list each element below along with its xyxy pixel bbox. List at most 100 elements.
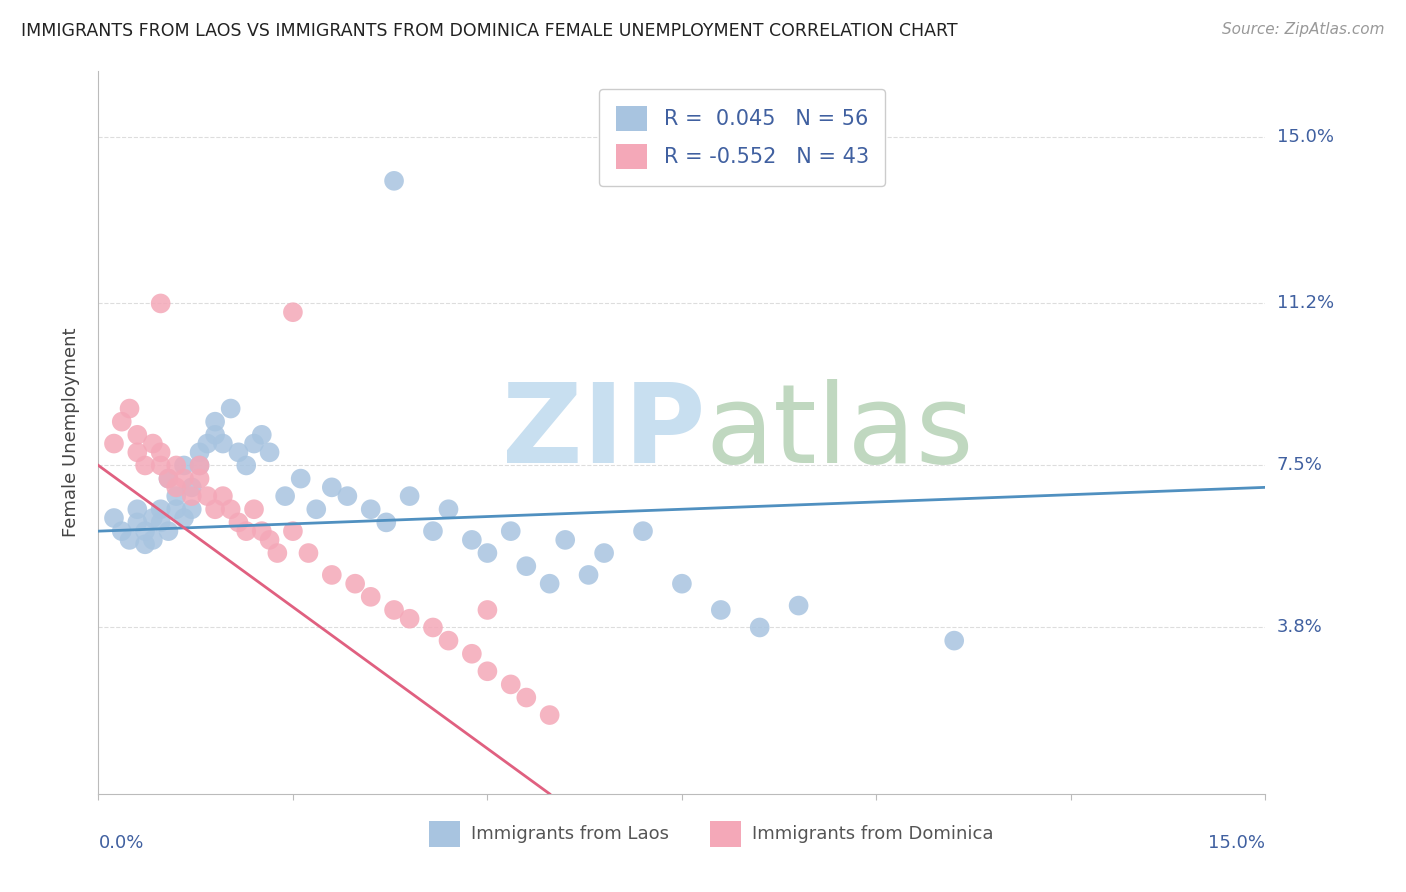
Point	[219, 502, 242, 516]
Point	[787, 599, 810, 613]
Legend: R =  0.045   N = 56, R = -0.552   N = 43: R = 0.045 N = 56, R = -0.552 N = 43	[599, 89, 886, 186]
Point	[477, 603, 499, 617]
Point	[422, 524, 444, 538]
Point	[157, 472, 180, 486]
Point	[149, 502, 172, 516]
Point	[111, 524, 134, 538]
Point	[321, 568, 343, 582]
Point	[671, 576, 693, 591]
Point	[344, 576, 367, 591]
Text: Source: ZipAtlas.com: Source: ZipAtlas.com	[1222, 22, 1385, 37]
Point	[297, 546, 319, 560]
Point	[243, 436, 266, 450]
Point	[165, 458, 187, 473]
Point	[180, 489, 202, 503]
Point	[165, 489, 187, 503]
Point	[127, 502, 149, 516]
Point	[157, 524, 180, 538]
Point	[173, 511, 195, 525]
Point	[180, 502, 202, 516]
Text: 7.5%: 7.5%	[1277, 457, 1323, 475]
Point	[250, 427, 273, 442]
Point	[243, 502, 266, 516]
Point	[274, 489, 297, 503]
Point	[259, 445, 281, 459]
Point	[360, 502, 382, 516]
Point	[195, 489, 218, 503]
Point	[398, 489, 420, 503]
Point	[382, 603, 405, 617]
Point	[212, 489, 235, 503]
Y-axis label: Female Unemployment: Female Unemployment	[62, 328, 80, 537]
Point	[461, 647, 484, 661]
Point	[188, 445, 211, 459]
Point	[134, 537, 156, 551]
Point	[212, 436, 235, 450]
Text: 11.2%: 11.2%	[1277, 294, 1334, 312]
Point	[477, 665, 499, 679]
Point	[437, 633, 460, 648]
Point	[127, 427, 149, 442]
Point	[111, 415, 134, 429]
Point	[188, 458, 211, 473]
Point	[578, 568, 600, 582]
Point	[748, 620, 770, 634]
Point	[103, 436, 125, 450]
Point	[437, 502, 460, 516]
Point	[250, 524, 273, 538]
Point	[134, 524, 156, 538]
Point	[461, 533, 484, 547]
Point	[360, 590, 382, 604]
Point	[173, 472, 195, 486]
Point	[593, 546, 616, 560]
Point	[149, 296, 172, 310]
Point	[281, 305, 304, 319]
Point	[235, 524, 257, 538]
Point	[281, 524, 304, 538]
Point	[180, 480, 202, 494]
Point	[204, 427, 226, 442]
Point	[173, 458, 195, 473]
Point	[515, 559, 537, 574]
Point	[149, 458, 172, 473]
Point	[538, 708, 561, 723]
Point	[305, 502, 328, 516]
Text: 0.0%: 0.0%	[98, 834, 143, 852]
Point	[157, 472, 180, 486]
Point	[195, 436, 218, 450]
Point	[375, 516, 398, 530]
Text: Immigrants from Dominica: Immigrants from Dominica	[752, 825, 994, 843]
Point	[235, 458, 257, 473]
Point	[165, 502, 187, 516]
Point	[943, 633, 966, 648]
Point	[710, 603, 733, 617]
Point	[422, 620, 444, 634]
Point	[219, 401, 242, 416]
Text: 3.8%: 3.8%	[1277, 618, 1322, 637]
Point	[336, 489, 359, 503]
Point	[118, 533, 141, 547]
Point	[228, 516, 250, 530]
Point	[515, 690, 537, 705]
Text: Immigrants from Laos: Immigrants from Laos	[471, 825, 669, 843]
Point	[382, 174, 405, 188]
Point	[499, 677, 522, 691]
Text: ZIP: ZIP	[502, 379, 706, 486]
Point	[127, 516, 149, 530]
Point	[118, 401, 141, 416]
Point	[259, 533, 281, 547]
Point	[127, 445, 149, 459]
Point	[204, 502, 226, 516]
Point	[188, 472, 211, 486]
Point	[290, 472, 312, 486]
Point	[554, 533, 576, 547]
Point	[188, 458, 211, 473]
Point	[142, 511, 165, 525]
Point	[266, 546, 288, 560]
Text: 15.0%: 15.0%	[1208, 834, 1265, 852]
Point	[149, 445, 172, 459]
Point	[149, 516, 172, 530]
Point	[228, 445, 250, 459]
Text: 15.0%: 15.0%	[1277, 128, 1333, 146]
Point	[103, 511, 125, 525]
